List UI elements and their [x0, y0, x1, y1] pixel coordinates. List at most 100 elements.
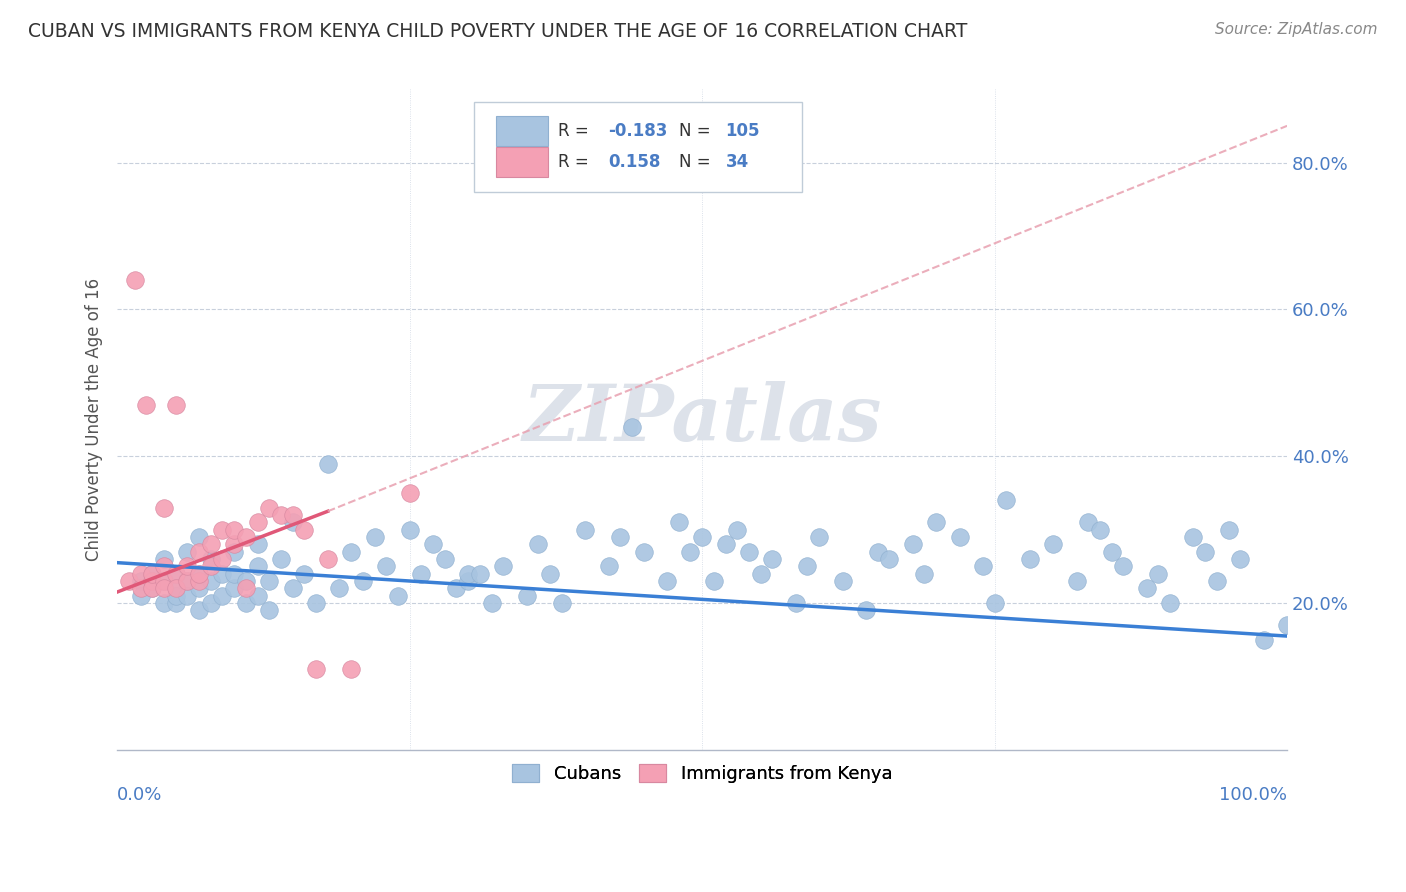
Point — [153, 552, 176, 566]
Point — [703, 574, 725, 588]
Point — [211, 589, 233, 603]
Point — [831, 574, 853, 588]
Point — [153, 596, 176, 610]
Point — [270, 508, 292, 522]
Point — [866, 544, 889, 558]
Point — [188, 566, 211, 581]
Point — [224, 582, 246, 596]
Point — [176, 574, 198, 588]
Text: N =: N = — [679, 153, 710, 171]
Point — [259, 603, 281, 617]
Point — [235, 574, 257, 588]
Legend: Cubans, Immigrants from Kenya: Cubans, Immigrants from Kenya — [505, 756, 900, 790]
Text: R =: R = — [558, 153, 589, 171]
Point — [176, 544, 198, 558]
Point — [761, 552, 783, 566]
Point — [129, 566, 152, 581]
Point — [211, 552, 233, 566]
Point — [135, 398, 157, 412]
Point — [738, 544, 761, 558]
Point — [340, 662, 363, 676]
Point — [655, 574, 678, 588]
Point — [538, 566, 561, 581]
Point — [398, 486, 420, 500]
Point — [948, 530, 970, 544]
Point — [124, 273, 146, 287]
Point — [1112, 559, 1135, 574]
Point — [141, 566, 163, 581]
Point — [679, 544, 702, 558]
Point — [165, 566, 187, 581]
Point — [1159, 596, 1181, 610]
Point — [141, 574, 163, 588]
Point — [422, 537, 444, 551]
Point — [129, 574, 152, 588]
Point — [224, 523, 246, 537]
Point — [141, 566, 163, 581]
Point — [527, 537, 550, 551]
Point — [188, 530, 211, 544]
Point — [165, 398, 187, 412]
Point — [211, 566, 233, 581]
Point — [292, 566, 315, 581]
Point — [457, 574, 479, 588]
Point — [749, 566, 772, 581]
Text: ZIPatlas: ZIPatlas — [523, 381, 882, 458]
Point — [235, 530, 257, 544]
Point — [281, 508, 304, 522]
Point — [912, 566, 935, 581]
Point — [995, 493, 1018, 508]
Point — [725, 523, 748, 537]
Point — [165, 582, 187, 596]
Point — [855, 603, 877, 617]
Point — [141, 582, 163, 596]
Point — [808, 530, 831, 544]
Point — [200, 552, 222, 566]
Point — [188, 566, 211, 581]
Point — [363, 530, 385, 544]
Point — [446, 582, 468, 596]
Point — [411, 566, 433, 581]
Point — [398, 523, 420, 537]
Point — [352, 574, 374, 588]
Point — [259, 500, 281, 515]
Text: 105: 105 — [725, 122, 761, 140]
Point — [879, 552, 901, 566]
Point — [165, 582, 187, 596]
Point — [153, 500, 176, 515]
Point — [305, 596, 328, 610]
Text: Source: ZipAtlas.com: Source: ZipAtlas.com — [1215, 22, 1378, 37]
Point — [165, 596, 187, 610]
Point — [153, 574, 176, 588]
Point — [176, 574, 198, 588]
Point — [1042, 537, 1064, 551]
Point — [714, 537, 737, 551]
Point — [972, 559, 994, 574]
Point — [1182, 530, 1205, 544]
Point — [457, 566, 479, 581]
Point — [1136, 582, 1159, 596]
Point — [328, 582, 350, 596]
Point — [188, 574, 211, 588]
Point — [1077, 516, 1099, 530]
FancyBboxPatch shape — [496, 146, 548, 177]
Point — [1229, 552, 1251, 566]
Point — [292, 523, 315, 537]
Text: 0.158: 0.158 — [609, 153, 661, 171]
Point — [551, 596, 574, 610]
Text: 0.0%: 0.0% — [117, 786, 163, 805]
Y-axis label: Child Poverty Under the Age of 16: Child Poverty Under the Age of 16 — [86, 278, 103, 561]
Point — [1101, 544, 1123, 558]
Point — [188, 603, 211, 617]
Point — [492, 559, 515, 574]
Point — [433, 552, 456, 566]
Point — [224, 544, 246, 558]
Point — [235, 582, 257, 596]
Point — [129, 582, 152, 596]
Point — [1205, 574, 1227, 588]
Text: 34: 34 — [725, 153, 749, 171]
Point — [200, 559, 222, 574]
Point — [246, 559, 269, 574]
Point — [690, 530, 713, 544]
Point — [270, 552, 292, 566]
